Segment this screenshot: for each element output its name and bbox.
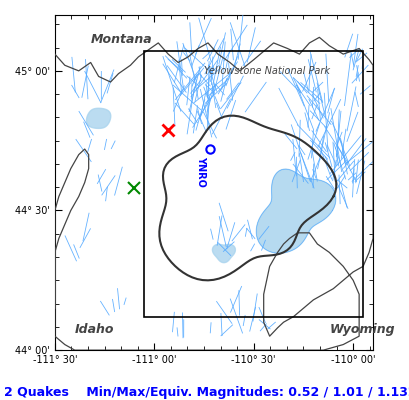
Text: Montana: Montana [90,33,152,46]
Text: Yellowstone National Park: Yellowstone National Park [204,66,329,76]
Text: Wyoming: Wyoming [328,323,394,336]
Polygon shape [212,244,235,263]
Text: 2 Quakes    Min/Max/Equiv. Magnitudes: 0.52 / 1.01 / 1.132: 2 Quakes Min/Max/Equiv. Magnitudes: 0.52… [4,386,409,399]
Text: YNRO: YNRO [196,156,206,187]
Polygon shape [256,169,335,253]
Bar [144,51,362,317]
Text: Idaho: Idaho [74,323,114,336]
Polygon shape [86,108,110,128]
